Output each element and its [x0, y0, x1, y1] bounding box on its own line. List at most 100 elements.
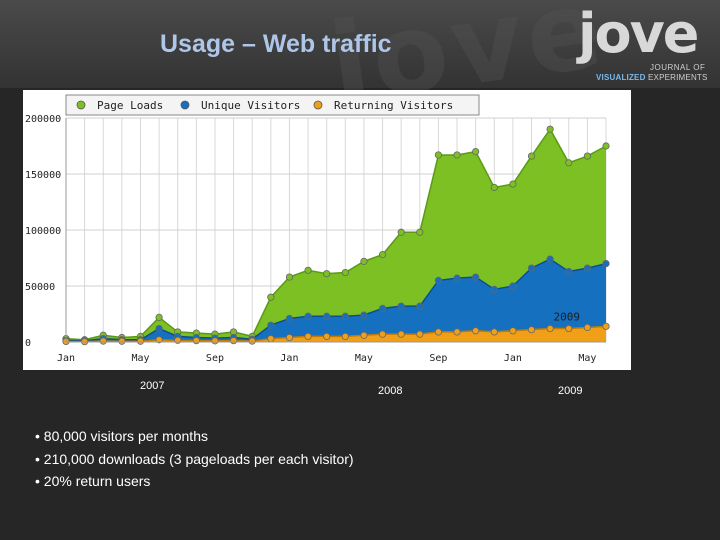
data-point [583, 323, 591, 332]
data-point [416, 228, 424, 236]
data-point [118, 337, 126, 345]
bullet-item: • 80,000 visitors per months [35, 428, 208, 444]
data-point [527, 152, 536, 160]
x-tick-label: May [355, 353, 373, 364]
data-point [378, 330, 387, 338]
series-line-page-loads [65, 127, 607, 341]
series-line-unique-visitors [65, 258, 607, 342]
data-point [341, 332, 349, 340]
data-point [397, 228, 405, 236]
area-returning-visitors [66, 326, 606, 342]
data-point [304, 312, 312, 320]
logo-tagline-1: JOURNAL OF [650, 63, 706, 72]
data-point [546, 255, 554, 263]
data-point [323, 312, 331, 320]
legend-label: Unique Visitors [201, 99, 300, 112]
year-label-2007: 2007 [140, 380, 165, 392]
data-point [583, 264, 591, 272]
data-point [397, 302, 405, 310]
data-point [490, 285, 498, 293]
data-point [323, 270, 331, 278]
data-point [323, 332, 331, 340]
data-point [378, 251, 387, 259]
bullet-list: • 80,000 visitors per months • 210,000 d… [35, 425, 354, 493]
slide-title: Usage – Web traffic [160, 30, 392, 58]
chart-panel: 0 50000 100000 150000 200000 Jan May Sep Jan May S… [23, 90, 631, 370]
legend-marker [313, 100, 323, 110]
data-point [416, 302, 424, 310]
legend-box [65, 94, 480, 116]
data-point [136, 337, 145, 345]
x-tick-label: Jan [280, 353, 298, 364]
data-point [602, 322, 610, 330]
x-tick-label: Sep [429, 353, 447, 364]
data-point [341, 268, 349, 277]
year-label-2008: 2008 [378, 385, 403, 397]
data-point [341, 312, 349, 320]
data-point [360, 311, 368, 319]
data-point [527, 264, 536, 272]
data-point [174, 336, 182, 344]
data-point [546, 324, 554, 333]
y-tick-label: 100000 [25, 226, 61, 237]
data-point [267, 335, 275, 343]
data-point [565, 267, 573, 276]
data-point [211, 337, 219, 345]
data-point [509, 180, 517, 188]
data-point [472, 147, 480, 156]
data-point [285, 333, 294, 342]
data-point [304, 332, 312, 340]
legend-label: Page Loads [97, 99, 163, 112]
y-tick-label: 50000 [25, 282, 55, 293]
data-point [416, 330, 424, 338]
data-point [360, 257, 368, 265]
data-point [267, 293, 275, 301]
data-point [99, 337, 107, 345]
data-point [267, 321, 275, 329]
logo-tagline-2: VISUALIZED EXPERIMENTS [596, 73, 708, 82]
data-point [509, 327, 517, 335]
data-point [583, 152, 591, 160]
data-point [453, 151, 461, 159]
data-point [304, 266, 312, 274]
data-point [155, 324, 163, 333]
data-point [472, 273, 480, 281]
y-tick-label: 0 [25, 338, 31, 349]
x-tick-label: Jan [57, 353, 75, 364]
x-tick-label: Sep [206, 353, 224, 364]
jove-logo: jove JOURNAL OF VISUALIZED EXPERIMENTS [578, 2, 713, 83]
traffic-area-chart: 0 50000 100000 150000 200000 Jan May Sep Jan May S… [25, 94, 610, 364]
data-point [155, 336, 163, 344]
data-point [472, 327, 480, 335]
legend-marker [76, 100, 86, 110]
logo-tagline-experiments: EXPERIMENTS [648, 73, 708, 82]
x-tick-label: May [131, 353, 149, 364]
x-tick-label: May [578, 353, 596, 364]
data-point [248, 337, 256, 345]
data-point [453, 274, 461, 282]
data-point [546, 125, 554, 133]
data-point [565, 159, 573, 167]
legend-marker [180, 100, 190, 110]
legend-label: Returning Visitors [334, 99, 453, 112]
bullet-item: • 20% return users [35, 473, 151, 489]
data-point [285, 273, 294, 281]
logo-tagline-visualized: VISUALIZED [596, 73, 646, 82]
area-unique-visitors [66, 259, 606, 342]
data-point [434, 276, 443, 284]
data-point [434, 328, 443, 336]
slide-header: jove [0, 0, 720, 129]
year-label-2009: 2009 [558, 385, 583, 397]
y-tick-label: 150000 [25, 170, 61, 181]
data-point [378, 304, 387, 312]
data-point [527, 326, 536, 334]
data-point [192, 337, 200, 345]
data-point [509, 282, 517, 290]
data-point [229, 337, 238, 345]
data-point [602, 142, 610, 150]
data-point [397, 330, 405, 338]
logo-word: jove [578, 2, 699, 65]
y-tick-label: 200000 [25, 114, 61, 125]
inline-year-label: 2009 [554, 310, 581, 323]
data-point [565, 324, 573, 333]
